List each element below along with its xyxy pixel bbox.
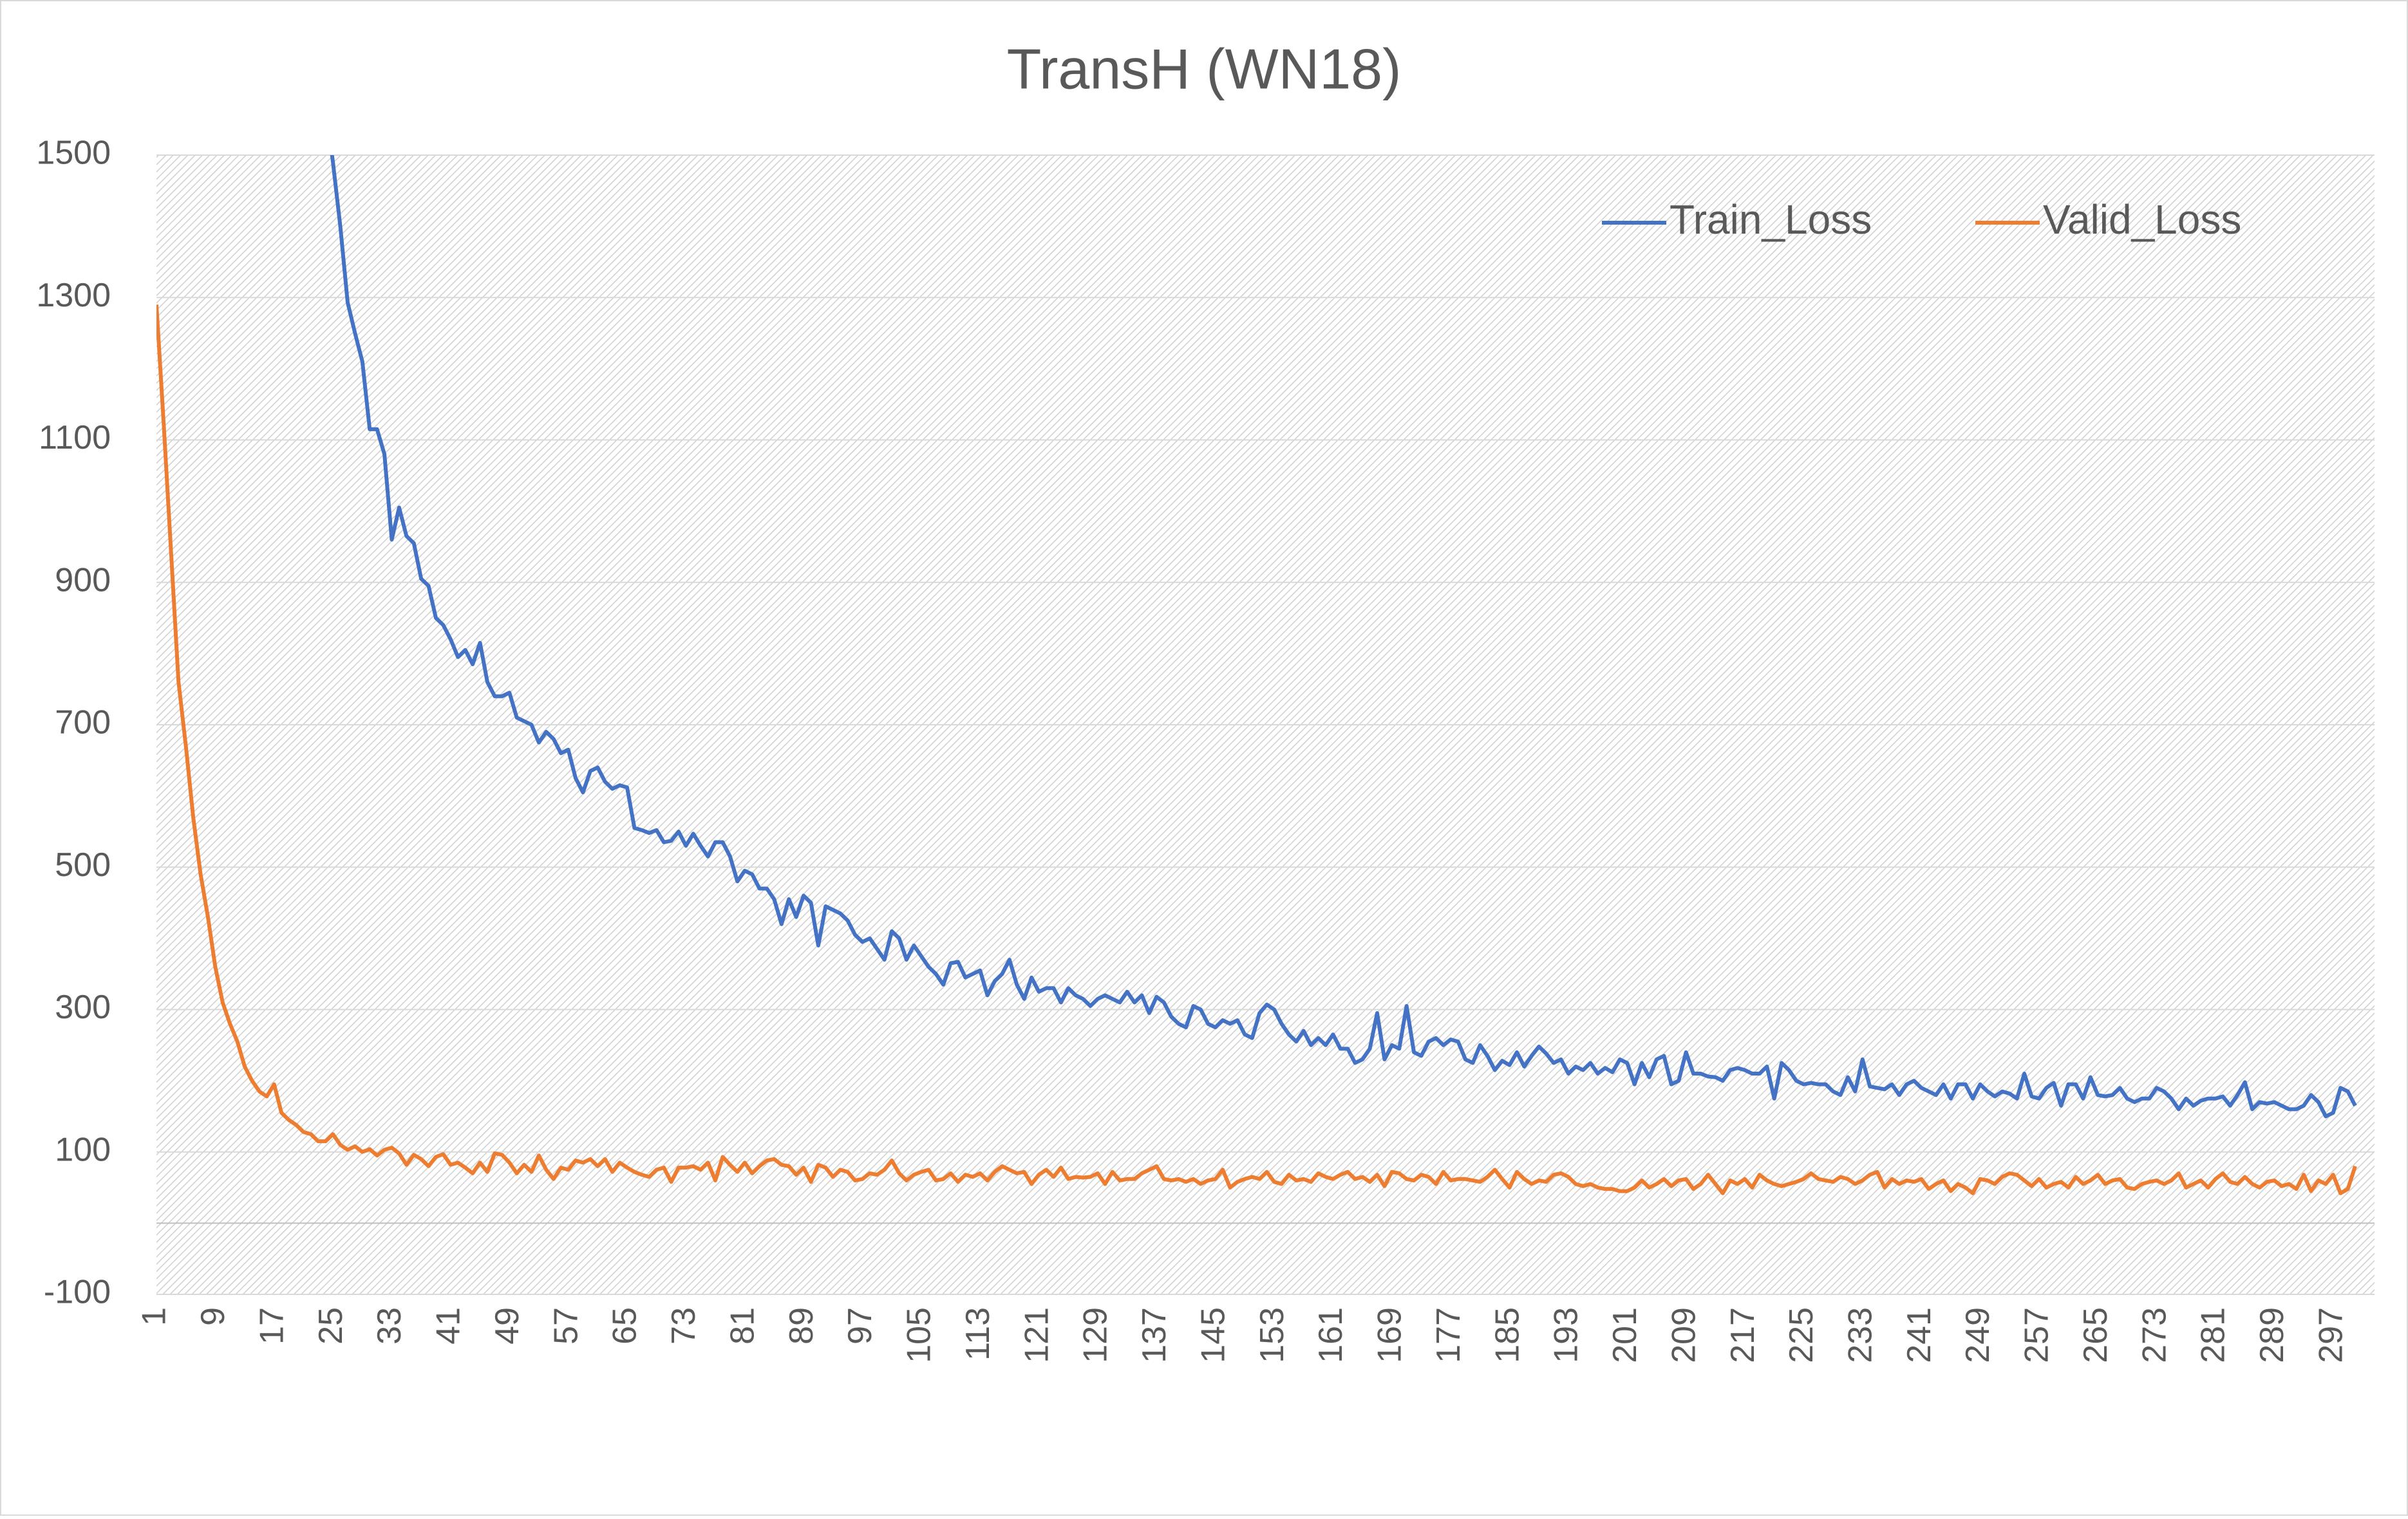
x-tick-label: 73 (665, 1307, 702, 1345)
x-tick-label: 105 (901, 1307, 938, 1363)
x-tick-label: 9 (194, 1307, 232, 1326)
x-tick-label: 289 (2253, 1307, 2291, 1363)
y-tick-label: 1300 (36, 277, 111, 314)
x-tick-label: 233 (1842, 1307, 1879, 1363)
series-line (330, 155, 2357, 1119)
x-tick-label: 145 (1194, 1307, 1232, 1363)
x-tick-label: 89 (783, 1307, 820, 1345)
x-tick-label: 121 (1018, 1307, 1055, 1363)
y-tick-label: 100 (55, 1131, 111, 1168)
grid (156, 154, 2375, 1295)
y-tick-label: 500 (55, 846, 111, 884)
x-tick-label: 193 (1548, 1307, 1585, 1363)
x-tick-label: 129 (1077, 1307, 1115, 1363)
legend-label: Train_Loss (1670, 196, 1872, 243)
x-tick-label: 249 (1959, 1307, 1997, 1363)
x-tick-label: 137 (1136, 1307, 1173, 1363)
x-tick-label: 153 (1254, 1307, 1291, 1363)
x-tick-label: 49 (489, 1307, 526, 1345)
x-tick-label: 41 (430, 1307, 467, 1345)
x-tick-label: 177 (1430, 1307, 1467, 1363)
y-tick-label: 300 (55, 989, 111, 1026)
x-tick-label: 161 (1312, 1307, 1350, 1363)
x-tick-label: 201 (1606, 1307, 1644, 1363)
x-tick-label: 281 (2195, 1307, 2232, 1363)
x-tick-label: 97 (842, 1307, 879, 1345)
labels: -100 100 300 500 700 900 1100 1300 1500 1 9 17 25 33 4… (36, 135, 2349, 1363)
x-tick-label: 241 (1901, 1307, 1938, 1363)
x-tick-label: 81 (724, 1307, 761, 1345)
x-tick-label: 217 (1724, 1307, 1762, 1363)
x-tick-label: 169 (1371, 1307, 1409, 1363)
y-tick-label: 700 (55, 704, 111, 741)
x-tick-label: 113 (959, 1307, 997, 1361)
x-tick-label: 185 (1489, 1307, 1526, 1363)
x-tick-label: 273 (2136, 1307, 2173, 1363)
x-tick-label: 297 (2312, 1307, 2349, 1363)
x-tick-label: 1 (136, 1307, 173, 1326)
lines (156, 155, 2357, 1195)
series-line (156, 304, 2357, 1195)
x-tick-label: 17 (253, 1307, 290, 1345)
x-tick-label: 225 (1783, 1307, 1820, 1363)
x-tick-label: 25 (312, 1307, 350, 1345)
y-tick-label: 1500 (36, 135, 111, 172)
y-tick-label: -100 (44, 1274, 111, 1311)
x-tick-label: 265 (2077, 1307, 2114, 1363)
y-tick-label: 900 (55, 561, 111, 599)
legend-label: Valid_Loss (2043, 196, 2241, 243)
x-tick-label: 33 (371, 1307, 408, 1345)
x-tick-label: 209 (1665, 1307, 1702, 1363)
chart-title: TransH (WN18) (1007, 37, 1402, 100)
x-tick-label: 57 (547, 1307, 585, 1345)
x-tick-label: 257 (2018, 1307, 2056, 1363)
x-tick-label: 65 (607, 1307, 644, 1345)
y-tick-label: 1100 (39, 419, 111, 456)
